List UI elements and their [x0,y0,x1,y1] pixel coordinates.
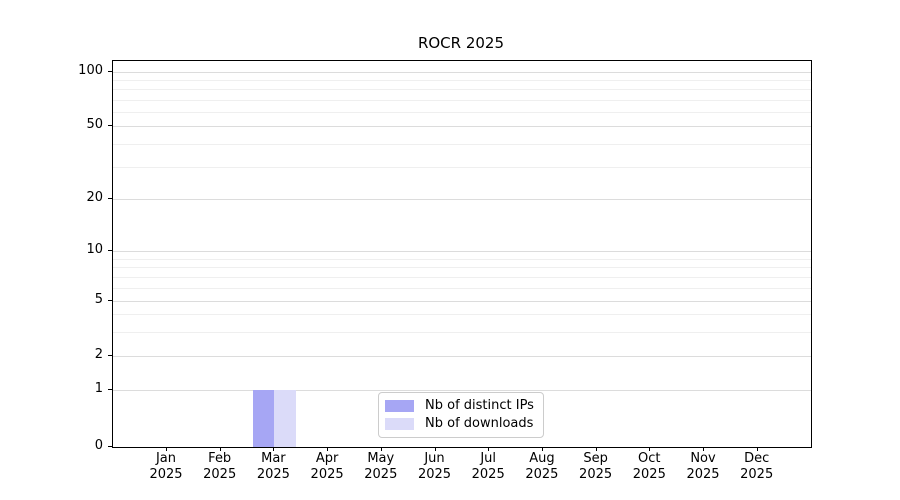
y-gridline-major [113,72,811,73]
y-gridline-minor [113,331,811,333]
y-gridline-minor [113,287,811,289]
y-gridline-minor [113,111,811,113]
x-axis-tick-label: Jan 2025 [149,451,183,482]
y-axis-tick-label: 5 [94,292,103,307]
plot-area [112,60,812,448]
y-gridline-major [113,390,811,391]
x-axis-tick-mark [380,447,382,451]
x-axis-tick-mark [756,447,758,451]
y-gridline-minor [113,314,811,316]
y-gridline-minor [113,143,811,145]
legend-swatch-downloads [385,418,414,430]
legend-label: Nb of downloads [425,416,534,431]
x-axis-tick-mark [327,447,329,451]
y-axis-tick-mark [108,389,112,390]
legend-swatch-distinct-ips [385,400,414,412]
y-axis-tick-mark [108,250,112,251]
y-axis-tick-mark [108,198,112,199]
y-axis-tick-mark [108,355,112,356]
y-axis-tick-mark [108,125,112,126]
x-axis-tick-mark [649,447,651,451]
y-axis-tick-mark [108,446,112,447]
x-axis-tick-label: Mar 2025 [256,451,290,482]
x-axis-tick-label: Jul 2025 [471,451,505,482]
y-gridline-minor [113,89,811,91]
x-axis-tick-label: Jun 2025 [417,451,452,482]
x-axis-tick-label: Nov 2025 [686,451,720,482]
y-gridline-minor [113,80,811,82]
y-axis-tick-label: 10 [86,242,103,257]
x-axis-tick-label: Sep 2025 [579,451,613,482]
legend: Nb of distinct IPs Nb of downloads [378,392,544,438]
x-axis-tick-label: Oct 2025 [632,451,666,482]
x-axis-tick-mark [595,447,597,451]
y-gridline-major [113,356,811,357]
x-axis-tick-label: Feb 2025 [203,451,237,482]
bar-downloads [274,390,296,447]
y-gridline-minor [113,99,811,101]
y-gridline-minor [113,258,811,260]
y-gridline-minor [113,267,811,269]
bar-distinct-ips [252,390,275,447]
x-axis-tick-mark [273,447,275,451]
x-axis-tick-mark [434,447,436,451]
x-axis-tick-mark [166,447,167,451]
y-gridline-minor [113,166,811,168]
x-axis-tick-mark [703,447,704,451]
y-axis-tick-label: 0 [94,438,103,453]
y-gridline-major [113,301,811,302]
x-axis-tick-mark [541,447,543,451]
y-axis-tick-label: 100 [78,63,103,78]
x-axis-tick-mark [488,447,490,451]
chart-title: ROCR 2025 [417,34,505,52]
y-axis-tick-label: 1 [94,381,103,396]
y-axis-tick-label: 2 [94,347,103,362]
y-axis-tick-mark [108,300,112,301]
legend-label: Nb of distinct IPs [425,398,534,413]
x-axis-tick-label: Aug 2025 [525,451,559,482]
x-axis-tick-mark [219,447,221,451]
x-axis-tick-label: Dec 2025 [740,451,774,482]
y-axis-tick-label: 20 [86,190,103,205]
legend-item-downloads: Nb of downloads [385,416,535,432]
x-axis-tick-label: May 2025 [364,451,398,482]
y-gridline-major [113,126,811,127]
y-gridline-minor [113,276,811,278]
y-axis-tick-label: 50 [86,117,103,132]
x-axis-tick-label: Apr 2025 [310,451,344,482]
y-axis-tick-mark [108,71,112,72]
y-gridline-major [113,199,811,200]
y-gridline-major [113,251,811,252]
legend-item-distinct-ips: Nb of distinct IPs [385,398,535,414]
